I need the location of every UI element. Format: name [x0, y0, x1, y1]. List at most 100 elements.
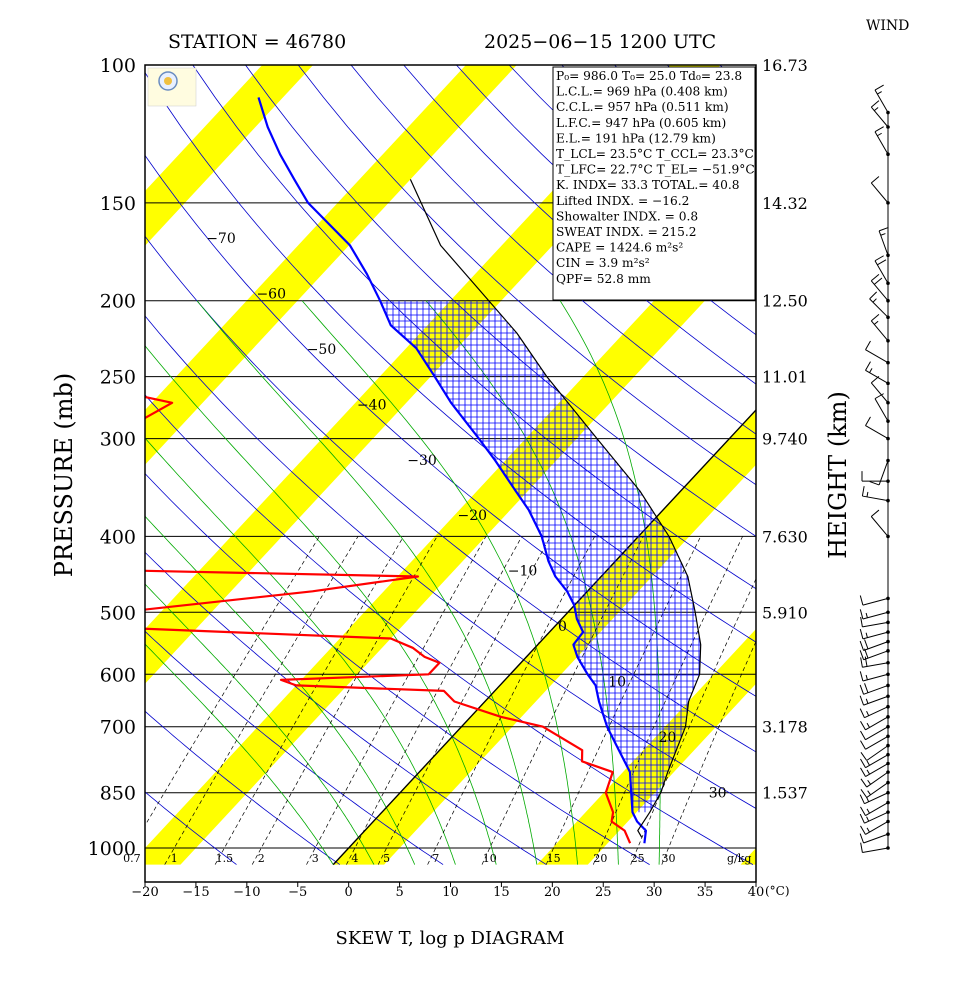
wind-barb-flag — [860, 752, 868, 761]
wind-barb-flag — [877, 132, 882, 137]
wind-barb-flag — [870, 176, 880, 184]
wind-barb-flag — [864, 683, 869, 693]
wind-barb-flag — [861, 486, 865, 497]
wind-barb-flag — [859, 595, 864, 606]
mixing-ratio-line — [164, 536, 359, 865]
wind-barb-shaft — [864, 706, 889, 719]
dry-adiabat — [145, 710, 341, 865]
mixing-ratio-label: 10 — [483, 852, 497, 865]
wind-barb-flag — [873, 320, 879, 325]
stats-line: K. INDX= 33.3 TOTAL.= 40.8 — [556, 178, 739, 192]
wind-barb-shaft — [870, 106, 889, 128]
isotherm-label: −40 — [357, 397, 387, 413]
mixing-ratio-line — [145, 536, 320, 827]
stats-box: P₀= 986.0 T₀= 25.0 Td₀= 23.8 L.C.L.= 969 … — [552, 66, 756, 301]
wind-barb-shaft — [862, 597, 889, 606]
moist-adiabat — [145, 583, 375, 865]
pressure-tick-label: 600 — [100, 664, 136, 686]
moist-adiabat — [196, 300, 538, 865]
pressure-tick-label: 500 — [100, 602, 136, 624]
temperature-tick-label: −20 — [131, 885, 158, 900]
temperature-tick-label: −10 — [233, 885, 260, 900]
moist-adiabat — [145, 643, 334, 865]
pressure-tick-label: 1000 — [88, 838, 136, 860]
wind-barb-flag — [859, 813, 865, 824]
temperature-tick-label: 40 — [748, 885, 765, 900]
stats-line: QPF= 52.8 mm — [556, 272, 651, 286]
wind-barb-flag — [860, 616, 863, 627]
wind-barb-shaft — [863, 641, 889, 651]
height-axis-label: HEIGHT (km) — [824, 391, 852, 559]
pressure-tick-label: 150 — [100, 193, 136, 215]
temperature-tick-label: 20 — [544, 885, 561, 900]
isotherm-label: 20 — [658, 730, 676, 746]
isotherm-label: −60 — [256, 286, 286, 302]
wind-barb-flag — [866, 827, 870, 833]
wind-barb-shaft — [870, 182, 889, 204]
wind-barb-shaft — [862, 611, 889, 620]
isotherm-label: −50 — [307, 342, 337, 358]
mixing-ratio-label: 25 — [631, 852, 645, 865]
wind-barb-flag — [865, 612, 868, 618]
wind-barb-flag — [859, 833, 865, 844]
wind-barb-shaft — [870, 280, 889, 302]
stats-line: C.C.L.= 957 hPa (0.511 km) — [556, 100, 729, 114]
wind-barb-flag — [865, 674, 868, 680]
wind-barb-flag — [865, 361, 871, 371]
temperature-tick-label: 30 — [646, 885, 663, 900]
pressure-tick-label: 200 — [100, 291, 136, 313]
dry-adiabat — [145, 472, 650, 865]
mixing-ratio-line — [306, 536, 487, 865]
wind-barb-flag — [860, 758, 866, 768]
isotherm-label: 0 — [558, 619, 567, 635]
wind-barb-shaft — [862, 673, 889, 682]
mixing-ratio-line — [630, 578, 756, 865]
wind-barb-shaft — [863, 684, 889, 695]
isotherm-label: −30 — [407, 453, 437, 469]
height-tick-label: 14.32 — [762, 194, 808, 213]
wind-profile — [859, 84, 890, 854]
wind-barb-flag — [860, 825, 866, 835]
wind-barb-flag — [860, 740, 866, 750]
plot-frame — [144, 64, 757, 883]
wind-barb-flag — [877, 91, 882, 95]
wind-barb-flag — [860, 657, 863, 668]
isotherm-label: −20 — [457, 508, 487, 524]
wind-title: WIND — [866, 18, 909, 34]
pressure-tick-label: 100 — [100, 55, 136, 77]
wind-barb-flag — [870, 273, 880, 282]
wind-barb-flag — [873, 107, 879, 112]
mixing-ratio-line — [251, 536, 438, 865]
datetime-title: 2025−06−15 1200 UTC — [484, 31, 716, 53]
dry-adiabat — [145, 791, 237, 865]
stats-line: Showalter INDX. = 0.8 — [556, 209, 698, 223]
temperature-band — [145, 191, 756, 865]
stats-line: Lifted INDX. = −16.2 — [556, 194, 689, 208]
wind-barb-shaft — [862, 631, 889, 640]
wind-barb-flag — [865, 340, 871, 350]
wind-barb-flag — [859, 684, 865, 695]
height-tick-label: 16.73 — [762, 56, 808, 75]
wind-barb-flag — [866, 760, 870, 766]
wind-barb-shaft — [874, 89, 889, 113]
wind-barb-flag — [866, 797, 870, 802]
wind-barb-flag — [865, 632, 868, 638]
wind-barb-flag — [867, 790, 871, 796]
wind-barb-flag — [860, 806, 866, 816]
mixing-ratio-label: 30 — [661, 852, 675, 865]
mixing-ratio-label: 4 — [351, 852, 358, 865]
height-tick-label: 5.910 — [762, 603, 808, 622]
station-logo — [147, 67, 197, 107]
pressure-tick-label: 850 — [100, 783, 136, 805]
dry-adiabat — [145, 630, 444, 865]
wind-barb-flag — [880, 233, 886, 236]
dry-adiabat — [297, 65, 756, 486]
cape-area — [380, 300, 701, 813]
wind-barb-shaft — [865, 726, 889, 741]
background-bands — [145, 65, 756, 865]
wind-barb-flag — [872, 298, 877, 303]
mixing-ratio-label: 3 — [312, 852, 319, 865]
moist-adiabat — [301, 300, 578, 865]
wind-barb-flag — [874, 393, 884, 400]
temperature-band — [145, 65, 517, 465]
